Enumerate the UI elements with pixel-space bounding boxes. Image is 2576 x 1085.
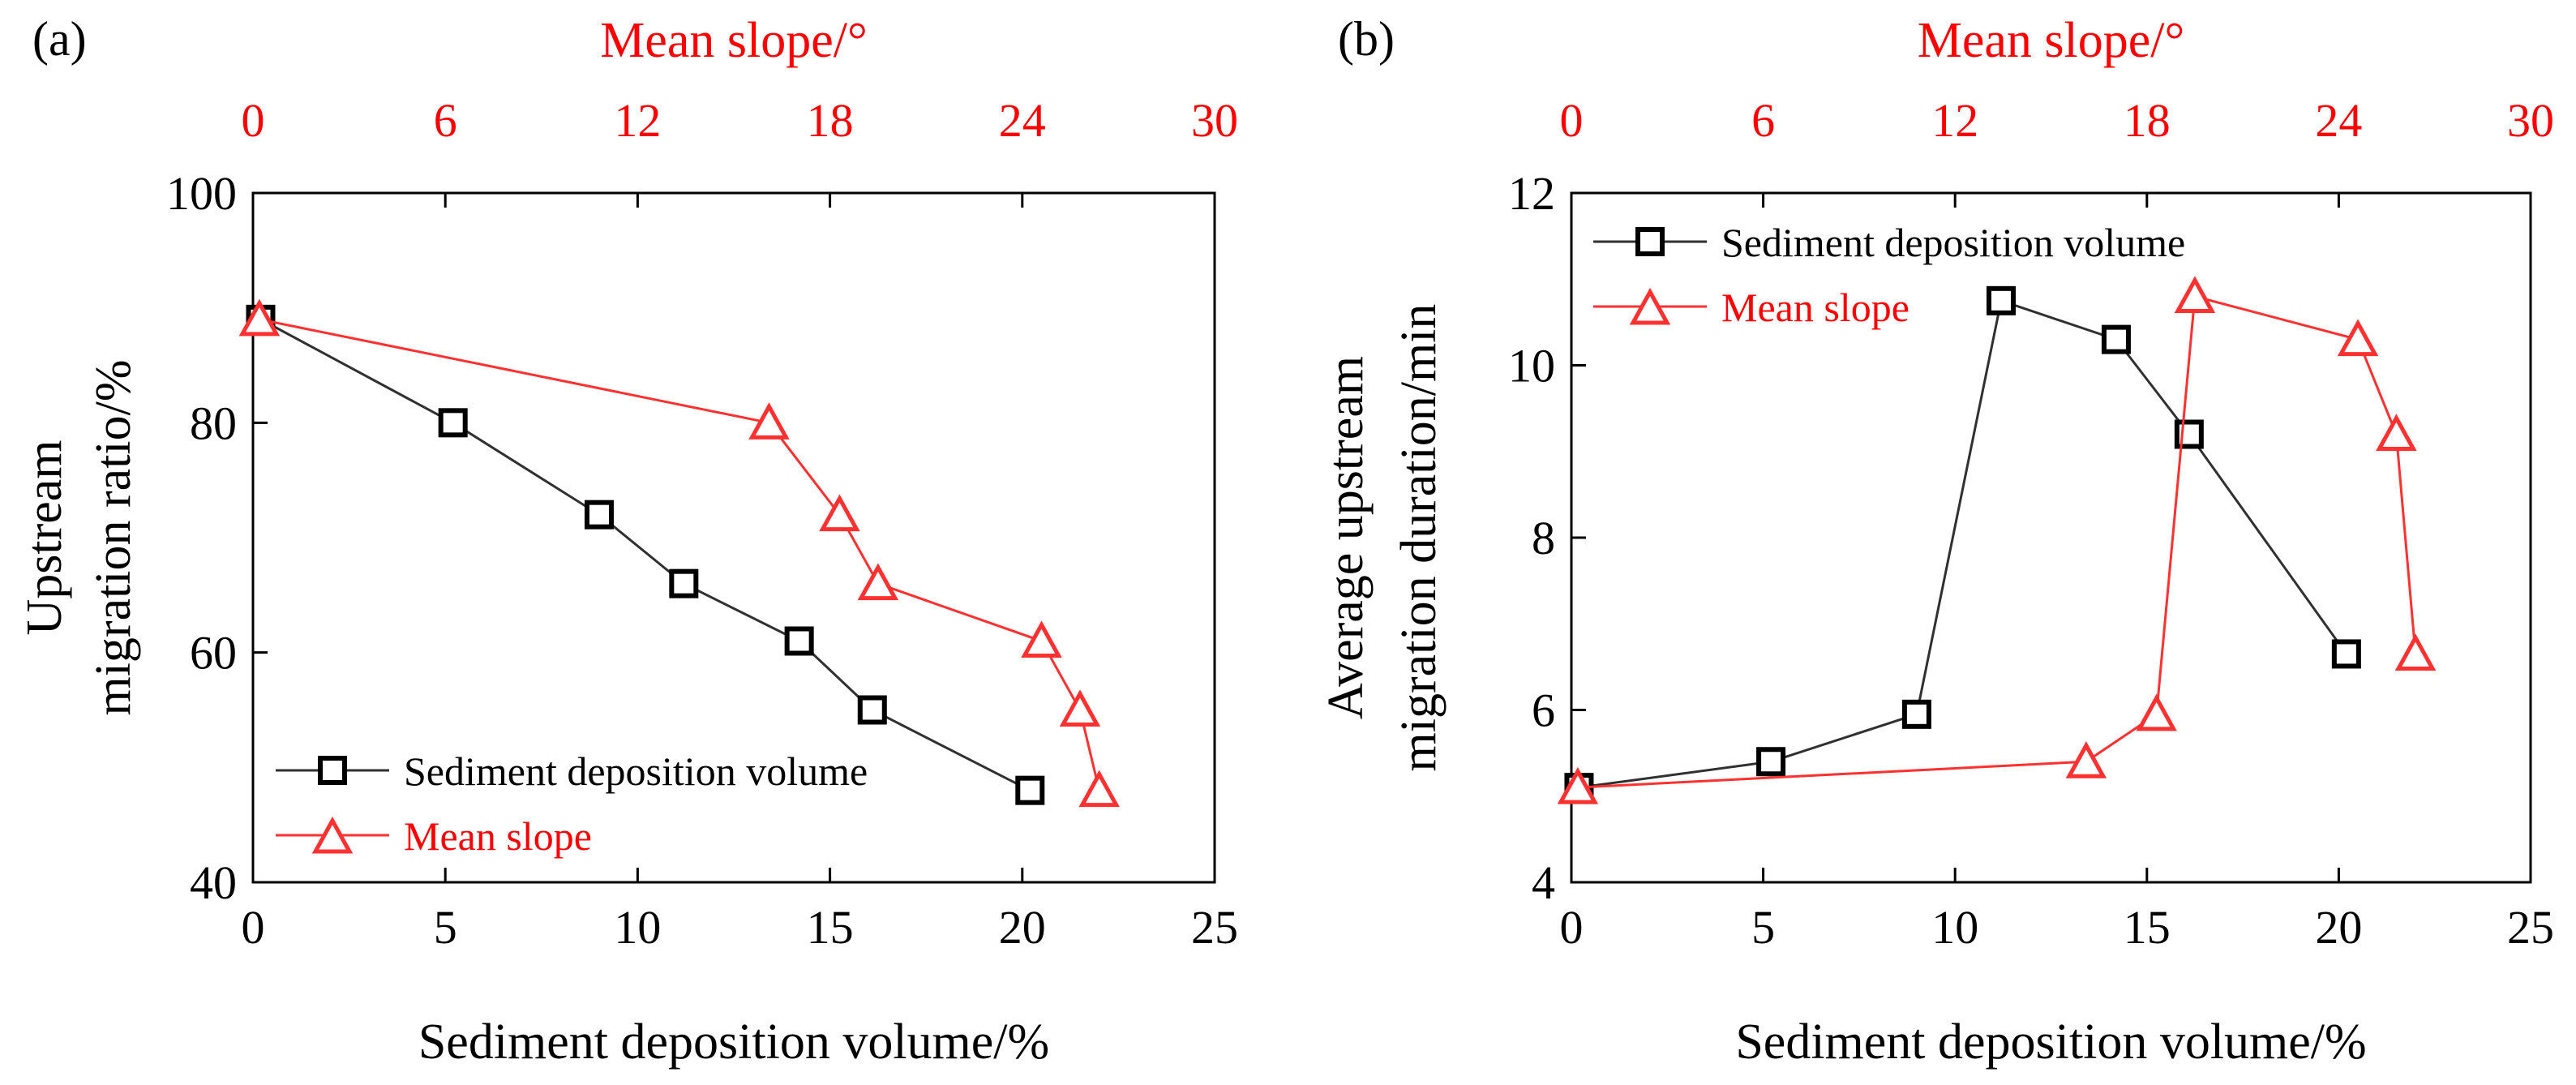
legend-label: Mean slope — [1721, 285, 1909, 330]
y-tick-label: 10 — [1508, 340, 1555, 392]
data-point-square — [438, 408, 468, 438]
series-sediment — [246, 304, 1045, 805]
data-point-triangle — [2376, 414, 2417, 451]
top-tick-label: 6 — [434, 94, 457, 147]
y-tick-label: 60 — [190, 627, 237, 680]
series-sediment — [1564, 285, 2361, 803]
top-tick-label: 24 — [999, 94, 1046, 147]
data-point-triangle — [857, 563, 899, 601]
data-point-square — [584, 500, 614, 530]
series-line — [259, 318, 1031, 792]
data-point-triangle — [748, 402, 790, 440]
data-point-triangle — [819, 494, 860, 532]
panel-label: (b) — [1338, 12, 1395, 66]
data-point-triangle — [2394, 633, 2437, 671]
panel-label: (a) — [32, 12, 87, 66]
x-axis-title: Sediment deposition volume/% — [418, 1014, 1049, 1070]
data-point-triangle — [1629, 287, 1671, 325]
y-tick-label: 100 — [166, 167, 237, 220]
data-point-square — [1015, 775, 1045, 805]
x-tick-label: 25 — [2507, 901, 2554, 954]
data-point-square — [1756, 747, 1786, 777]
legend-label: Mean slope — [404, 813, 592, 859]
y-axis-title: migration ratio/% — [86, 359, 141, 715]
top-tick-label: 18 — [807, 94, 854, 147]
x-tick-label: 5 — [434, 901, 457, 954]
top-tick-label: 24 — [2315, 94, 2362, 147]
x-tick-label: 20 — [2315, 901, 2362, 954]
panel-a: (a) 0 5 10 15 20 25 0 6 12 18 24 30 40 60 80 100 Sediment… — [17, 12, 1238, 1070]
data-point-square — [669, 568, 699, 598]
x-axis-title: Sediment deposition volume/% — [1735, 1014, 2366, 1070]
data-point-square — [318, 756, 347, 785]
x-tick-label: 25 — [1191, 901, 1238, 954]
x-tick-label: 15 — [807, 901, 854, 954]
top-tick-label: 12 — [614, 94, 661, 147]
x-tick-label: 15 — [2124, 901, 2171, 954]
y-tick-label: 4 — [1532, 856, 1555, 909]
legend-label: Sediment deposition volume — [404, 748, 868, 794]
data-point-square — [1635, 227, 1665, 256]
y-axis-title: Average upstream — [1318, 356, 1374, 719]
y-tick-label: 80 — [190, 397, 237, 449]
y-axis-title: Upstream — [17, 440, 72, 635]
series-line — [259, 318, 1101, 791]
x-tick-label: 0 — [1560, 901, 1584, 954]
top-tick-label: 30 — [2507, 94, 2554, 147]
plot-frame — [251, 191, 1216, 884]
data-point-square — [2101, 324, 2131, 354]
x-tick-label: 5 — [1751, 901, 1775, 954]
y-tick-label: 12 — [1508, 167, 1555, 220]
data-point-triangle — [238, 298, 281, 337]
plot-frame — [1570, 191, 2532, 884]
x-tick-label: 10 — [1931, 901, 1978, 954]
top-tick-label: 0 — [242, 94, 265, 147]
x-tick-label: 20 — [999, 901, 1046, 954]
series-line — [1577, 294, 2417, 789]
data-point-square — [1986, 285, 2016, 315]
data-point-triangle — [2337, 319, 2379, 357]
series-slope — [1557, 276, 2437, 804]
top-tick-label: 18 — [2124, 94, 2171, 147]
top-axis-title: Mean slope/° — [600, 13, 868, 68]
y-axis-title: migration duration/min — [1391, 304, 1447, 772]
data-point-triangle — [1078, 770, 1120, 808]
legend-entry: Sediment deposition volume — [1593, 220, 2185, 265]
data-point-triangle — [1021, 620, 1062, 658]
series-line — [1579, 298, 2348, 789]
y-tick-label: 40 — [190, 856, 237, 909]
series-slope — [238, 298, 1120, 808]
data-point-square — [857, 695, 887, 725]
top-tick-label: 0 — [1560, 94, 1584, 147]
legend-entry: Mean slope — [276, 813, 592, 859]
legend-label: Sediment deposition volume — [1721, 220, 2185, 265]
data-point-square — [784, 626, 814, 656]
x-tick-label: 0 — [242, 901, 265, 954]
data-point-square — [2331, 639, 2361, 669]
data-point-square — [1901, 699, 1931, 729]
top-axis-title: Mean slope/° — [1918, 13, 2185, 68]
data-point-triangle — [2174, 276, 2216, 313]
data-point-triangle — [311, 816, 354, 854]
top-tick-label: 6 — [1751, 94, 1775, 147]
data-point-triangle — [2065, 741, 2107, 778]
top-tick-label: 12 — [1931, 94, 1978, 147]
data-point-triangle — [1557, 766, 1599, 804]
y-tick-label: 8 — [1532, 512, 1555, 564]
top-tick-label: 30 — [1191, 94, 1238, 147]
data-point-triangle — [1059, 689, 1101, 727]
legend-entry: Mean slope — [1593, 285, 1909, 330]
data-point-triangle — [2136, 693, 2177, 731]
panel-b: (b) 0 5 10 15 20 25 0 6 12 18 24 30 4 6 8 10 12 Sediment d… — [1318, 12, 2554, 1070]
legend-entry: Sediment deposition volume — [276, 748, 868, 794]
y-tick-label: 6 — [1532, 684, 1555, 737]
x-tick-label: 10 — [614, 901, 661, 954]
